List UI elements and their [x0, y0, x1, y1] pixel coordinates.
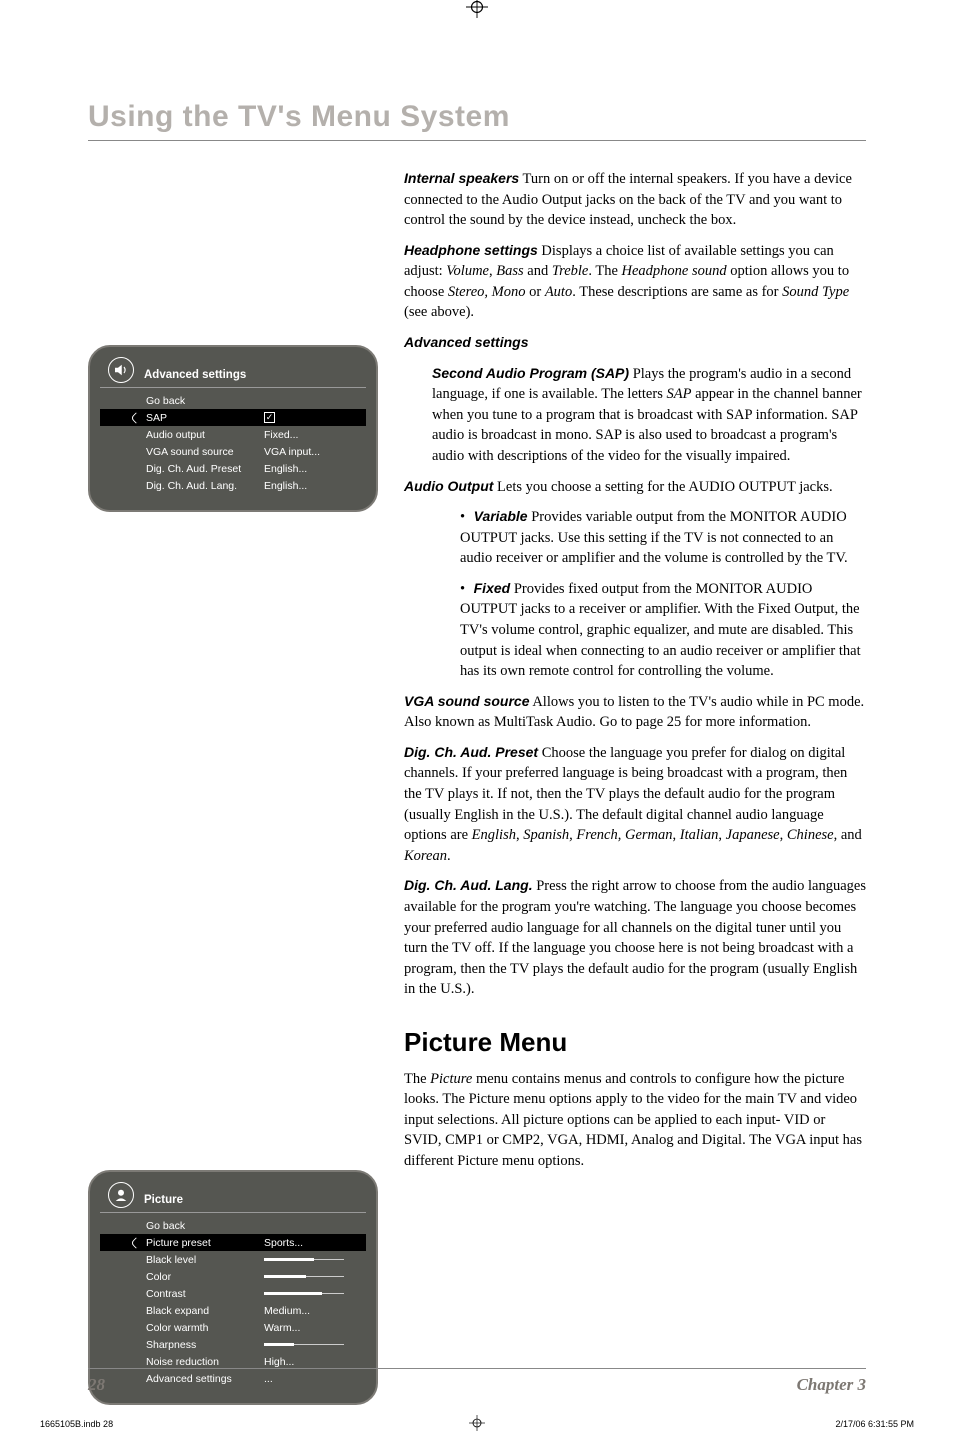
page-title: Using the TV's Menu System — [88, 100, 866, 141]
osd-title: Picture — [144, 1194, 183, 1208]
registration-mark-icon — [466, 0, 488, 18]
osd-row: SAP ✓ — [100, 409, 366, 426]
print-color-bar — [0, 0, 954, 30]
osd-title: Advanced settings — [144, 369, 246, 383]
left-column: Advanced settings Go back SAP ✓ Audio outpu… — [88, 169, 378, 1405]
page-footer: 28 Chapter 3 — [88, 1368, 866, 1395]
osd-row: Audio output Fixed... — [100, 426, 366, 443]
osd-row-label: Dig. Ch. Aud. Lang. — [146, 480, 256, 492]
osd-row-label: Picture preset — [146, 1237, 256, 1249]
osd-row: Contrast — [100, 1285, 366, 1302]
osd-advanced-settings: Advanced settings Go back SAP ✓ Audio outpu… — [88, 345, 378, 512]
osd-row-label: Sharpness — [146, 1339, 256, 1351]
osd-row-value: VGA input... — [264, 446, 320, 458]
osd-row-value: Sports... — [264, 1237, 303, 1249]
section-heading: Picture Menu — [404, 1024, 866, 1061]
osd-row-label: Black level — [146, 1254, 256, 1266]
osd-row-label: Noise reduction — [146, 1356, 256, 1368]
osd-row-value: English... — [264, 463, 307, 475]
checkbox-icon: ✓ — [264, 412, 275, 423]
osd-row-value: High... — [264, 1356, 294, 1368]
picture-icon — [108, 1182, 134, 1208]
slider — [264, 1257, 344, 1262]
osd-row: Dig. Ch. Aud. Preset English... — [100, 460, 366, 477]
osd-row: Dig. Ch. Aud. Lang. English... — [100, 477, 366, 494]
sound-icon — [108, 357, 134, 383]
osd-row: Black expand Medium... — [100, 1302, 366, 1319]
slider — [264, 1291, 344, 1296]
osd-row-label: Dig. Ch. Aud. Preset — [146, 463, 256, 475]
osd-row-value: Medium... — [264, 1305, 310, 1317]
osd-row-label: Go back — [146, 1220, 256, 1232]
osd-row-label: Color warmth — [146, 1322, 256, 1334]
osd-row: Color — [100, 1268, 366, 1285]
osd-row: Go back — [100, 392, 366, 409]
osd-row: VGA sound source VGA input... — [100, 443, 366, 460]
osd-row-value: Warm... — [264, 1322, 300, 1334]
osd-row-label: SAP — [146, 412, 256, 424]
chapter-label: Chapter 3 — [797, 1375, 866, 1395]
osd-row-label: Go back — [146, 395, 256, 407]
body-text: Internal speakers Turn on or off the int… — [404, 169, 866, 1405]
osd-row: Color warmth Warm... — [100, 1319, 366, 1336]
slider — [264, 1342, 344, 1347]
osd-row: Picture preset Sports... — [100, 1234, 366, 1251]
osd-row-label: Contrast — [146, 1288, 256, 1300]
osd-row: Black level — [100, 1251, 366, 1268]
print-metadata-line: 1665105B.indb 28 2/17/06 6:31:55 PM — [40, 1419, 914, 1429]
osd-row-label: VGA sound source — [146, 446, 256, 458]
osd-row: Sharpness — [100, 1336, 366, 1353]
print-timestamp: 2/17/06 6:31:55 PM — [835, 1419, 914, 1429]
osd-row-label: Color — [146, 1271, 256, 1283]
osd-row-value: English... — [264, 480, 307, 492]
page-number: 28 — [88, 1375, 105, 1395]
page-content: Using the TV's Menu System Advanced sett… — [0, 30, 954, 1445]
print-filename: 1665105B.indb 28 — [40, 1419, 113, 1429]
osd-row-label: Black expand — [146, 1305, 256, 1317]
osd-row-value: Fixed... — [264, 429, 298, 441]
osd-row: Go back — [100, 1217, 366, 1234]
slider — [264, 1274, 344, 1279]
osd-row-label: Audio output — [146, 429, 256, 441]
